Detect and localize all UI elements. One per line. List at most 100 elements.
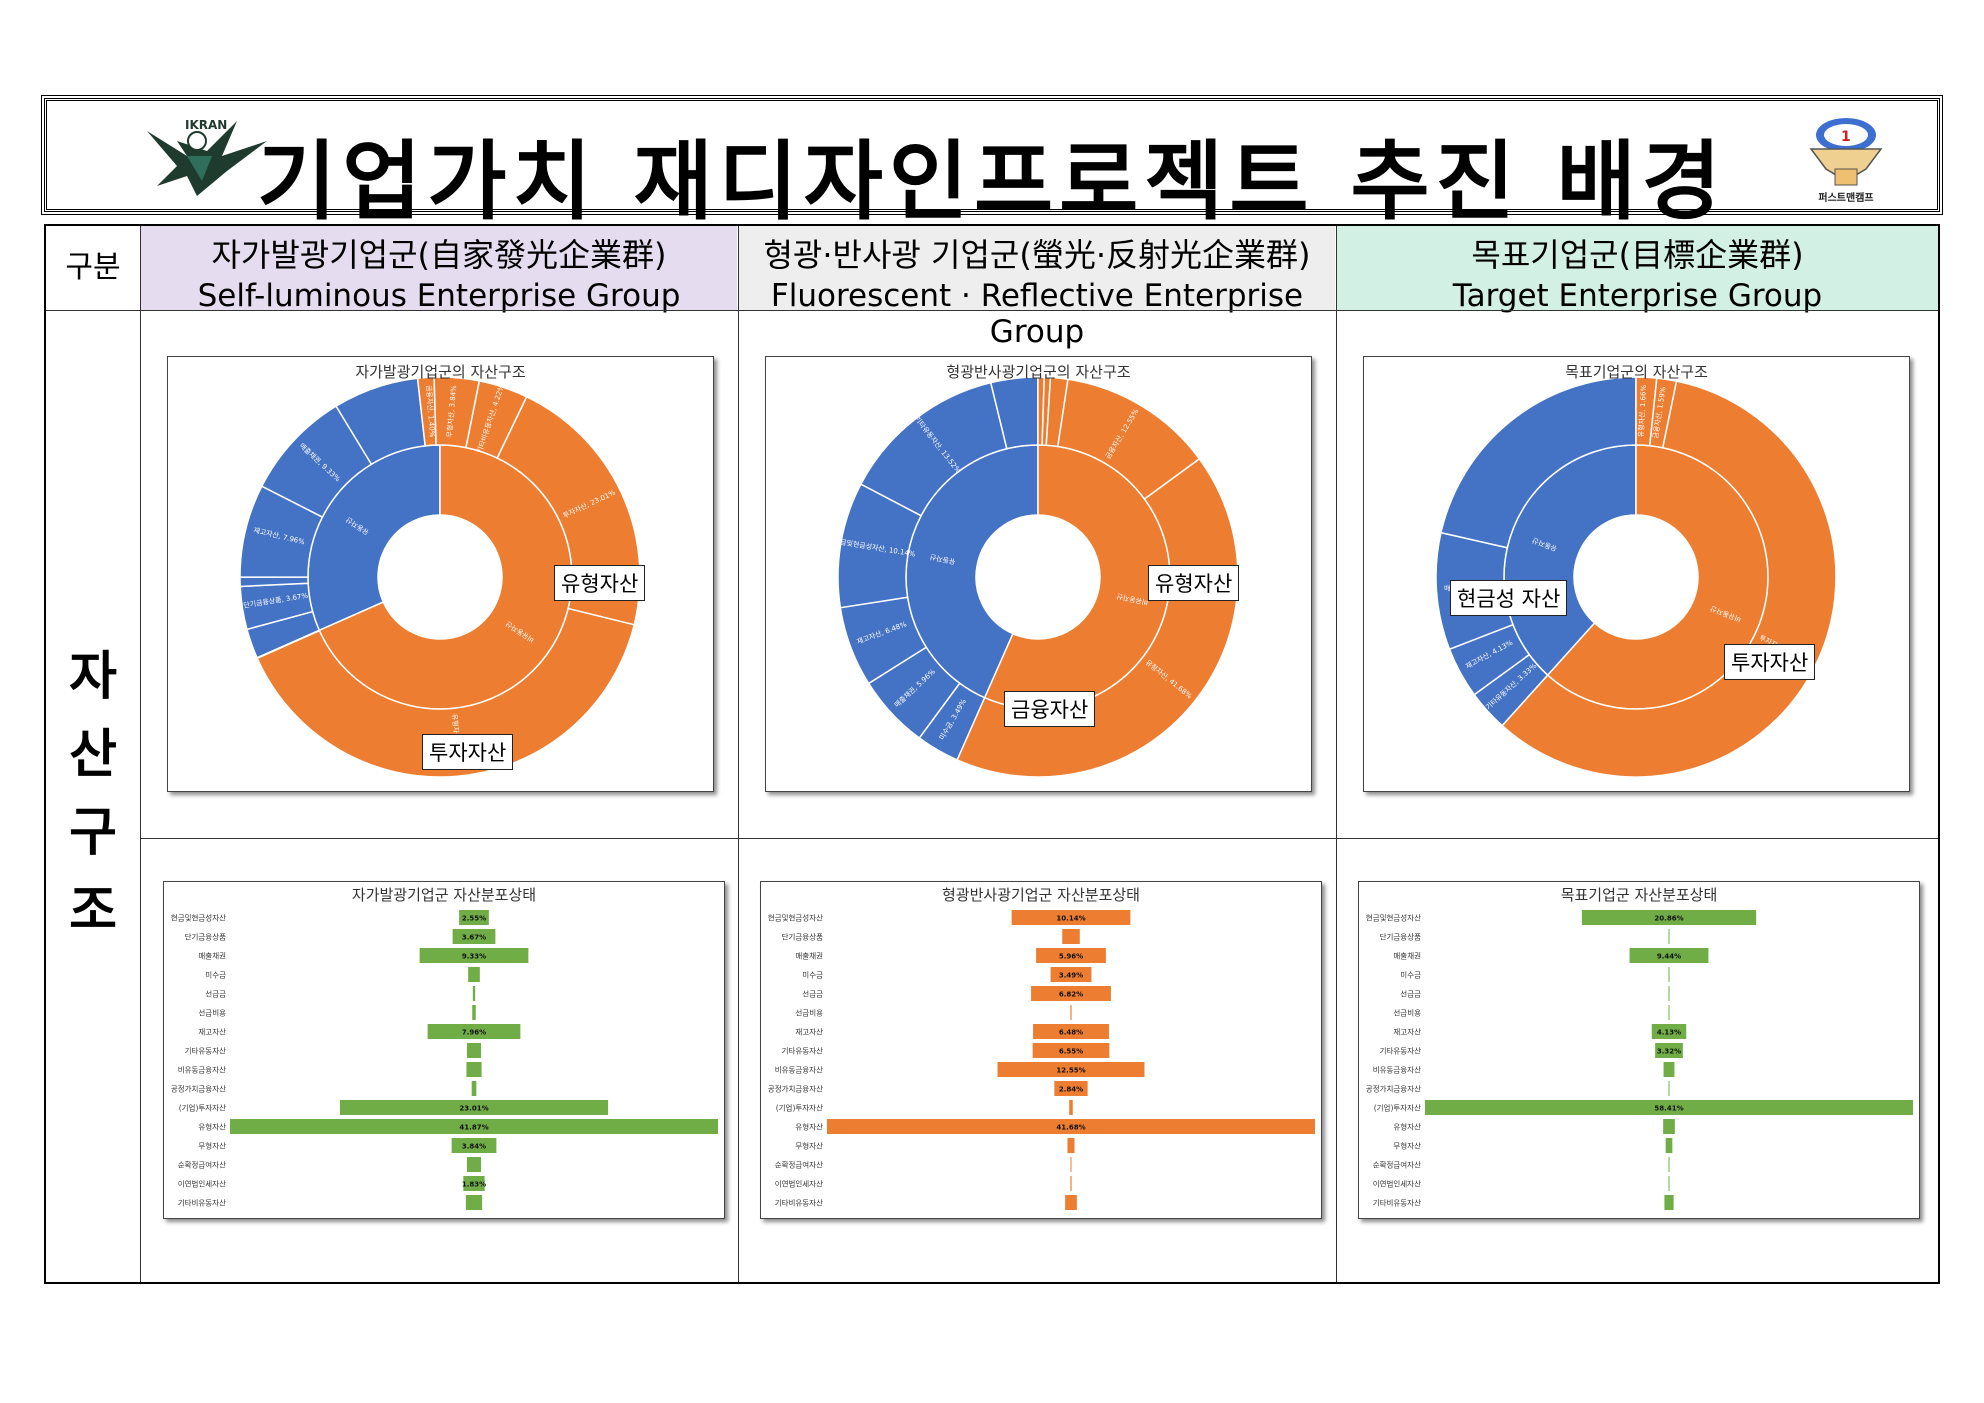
sunburst-chart-self-luminous: 자가발광기업군의 자산구조 유동자산 비유동자산 단기금융상품, 3.67% 재고자산… <box>167 356 714 792</box>
bar-category-label: 무형자산 <box>1393 1141 1421 1151</box>
sunburst-chart-target: 목표기업군의 자산구조 유동자산 비유동자산 기타유동자산, 3.33% 재고자산, … <box>1363 356 1910 792</box>
page-title: 기업가치 재디자인프로젝트 추진 배경 <box>257 132 1727 232</box>
divider <box>140 838 1938 839</box>
column-header-en: Self-luminous Enterprise Group <box>197 278 681 314</box>
bar-category-label: 단기금융상품 <box>185 932 226 942</box>
bar-value-label: 3.84% <box>462 1143 486 1151</box>
callout-label: 투자자산 <box>1724 644 1816 680</box>
bar-category-label: 미수금 <box>802 971 823 980</box>
bar-chart-self-luminous: 자가발광기업군 자산분포상태 현금및현금성자산 2.55% 단기금융상품 3.67% 매… <box>163 881 725 1219</box>
bar <box>339 1100 609 1115</box>
bar <box>1664 1195 1674 1210</box>
firstman-camp-logo-icon: 1 퍼스트맨캠프 <box>1809 118 1883 204</box>
bar <box>452 929 496 944</box>
bar-value-label: 6.48% <box>1059 1029 1083 1037</box>
corner-label: 구분 <box>65 250 121 285</box>
bar <box>1663 1062 1675 1077</box>
bar <box>1651 1024 1687 1039</box>
bar-category-label: 선급비용 <box>198 1009 226 1018</box>
bar <box>1425 1100 1913 1115</box>
bar <box>472 1005 476 1020</box>
sunburst-outer-label: 유형자산, 1.66% <box>1636 384 1648 437</box>
bar-category-label: 선급금 <box>802 990 823 999</box>
bar <box>1668 929 1670 944</box>
divider <box>738 226 739 1282</box>
bar <box>467 1043 481 1058</box>
ikran-logo-icon: IKRAN <box>147 118 267 196</box>
bar <box>1070 1157 1072 1172</box>
bar-category-label: 선급비용 <box>1393 1009 1421 1018</box>
bar-category-label: 무형자산 <box>198 1141 226 1151</box>
bar <box>463 1176 485 1191</box>
bar-category-label: 기타비유동자산 <box>775 1198 823 1208</box>
bar <box>1036 948 1106 963</box>
bar <box>1065 1195 1077 1210</box>
bar <box>1062 929 1080 944</box>
bar-category-label: (기업)투자자산 <box>776 1103 823 1113</box>
bar-category-label: (기업)투자자산 <box>179 1103 226 1113</box>
callout-label: 유형자산 <box>554 565 646 601</box>
bar <box>1655 1043 1683 1058</box>
side-label-char: 자 <box>69 647 117 707</box>
bar <box>1668 1081 1670 1096</box>
bar-category-label: 매출채권 <box>198 951 226 961</box>
bar-category-label: 순확정급여자산 <box>178 1160 226 1170</box>
column-header-target: 목표기업군(目標企業群) Target Enterprise Group <box>1337 226 1938 314</box>
side-label-char: 조 <box>69 881 117 941</box>
bar-category-label: 유형자산 <box>795 1122 823 1132</box>
bar-category-label: 단기금융상품 <box>1380 932 1421 942</box>
sunburst-outer-label: 무형자산, 3.84% <box>445 385 458 438</box>
column-header-ko: 자가발광기업군(自家發光企業群) <box>211 236 667 274</box>
bar-category-label: 단기금융상품 <box>782 932 823 942</box>
bar-value-label: 58.41% <box>1654 1105 1683 1113</box>
asset-structure-table: 구분 자 산 구 조 자가발광기업군(自家發光企業群) Self-luminou… <box>44 224 1940 1284</box>
side-label-char: 구 <box>69 803 117 863</box>
bar <box>1668 986 1670 1001</box>
column-header-en: Fluorescent · Reflective Enterprise Grou… <box>770 278 1304 350</box>
bar <box>1668 1157 1670 1172</box>
bar-category-label: 비유동금융자산 <box>775 1065 823 1075</box>
bar-chart-target: 목표기업군 자산분포상태 현금및현금성자산 20.86% 단기금융상품 매출채권 9.4… <box>1358 881 1920 1219</box>
bar <box>1070 1176 1072 1191</box>
bar-value-label: 5.96% <box>1059 953 1083 961</box>
chart-title: 자가발광기업군의 자산구조 <box>355 363 526 381</box>
bar <box>465 1195 483 1210</box>
callout-label: 금융자산 <box>1004 691 1096 727</box>
bar <box>1668 967 1670 982</box>
chart-title: 형광반사광기업군의 자산구조 <box>946 363 1131 381</box>
bar-category-label: 기타유동자산 <box>782 1046 823 1056</box>
bar-category-label: 공정가치금융자산 <box>768 1084 823 1094</box>
bar-value-label: 41.87% <box>459 1124 488 1132</box>
bar-category-label: 이연법인세자산 <box>1373 1179 1421 1189</box>
chart-title: 형광반사광기업군 자산분포상태 <box>942 886 1140 904</box>
bar-value-label: 3.49% <box>1059 972 1083 980</box>
bar-category-label: 공정가치금융자산 <box>171 1084 226 1094</box>
bar <box>1031 986 1111 1001</box>
sunburst-outer-segment <box>256 607 636 778</box>
chart-title: 자가발광기업군 자산분포상태 <box>351 886 537 904</box>
bar-value-label: 3.32% <box>1657 1048 1681 1056</box>
bar-value-label: 7.96% <box>462 1029 486 1037</box>
divider <box>46 310 1938 311</box>
bar <box>427 1024 521 1039</box>
bar <box>1581 910 1757 925</box>
bar-category-label: 기타비유동자산 <box>178 1198 226 1208</box>
bar <box>1050 967 1092 982</box>
bar-chart-fluorescent: 형광반사광기업군 자산분포상태 현금및현금성자산 10.14% 단기금융상품 매출채권… <box>760 881 1322 1219</box>
bar <box>468 967 480 982</box>
bar <box>459 910 489 925</box>
bar-category-label: 공정가치금융자산 <box>1366 1084 1421 1094</box>
chart-title: 목표기업군의 자산구조 <box>1565 363 1708 381</box>
bar <box>1663 1119 1675 1134</box>
column-header-ko: 형광·반사광 기업군(螢光·反射光企業群) <box>763 236 1311 274</box>
bar-value-label: 10.14% <box>1056 915 1085 923</box>
bar-category-label: 비유동금융자산 <box>1373 1065 1421 1075</box>
bar-category-label: 선급비용 <box>795 1009 823 1018</box>
bar-value-label: 3.67% <box>462 934 486 942</box>
bar-category-label: 재고자산 <box>795 1027 823 1037</box>
bar-value-label: 1.83% <box>462 1181 486 1189</box>
bar-category-label: 기타유동자산 <box>1380 1046 1421 1056</box>
column-header-en: Target Enterprise Group <box>1452 278 1823 314</box>
